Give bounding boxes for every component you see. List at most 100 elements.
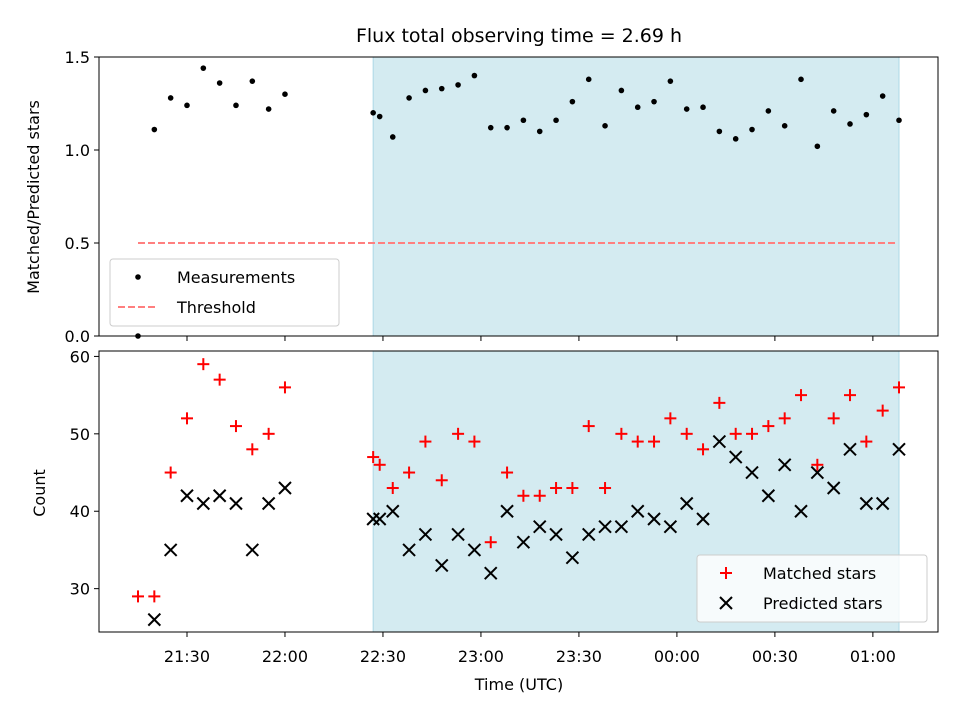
matched-stars-point: [419, 435, 432, 448]
matched-stars-point: [278, 381, 291, 394]
matched-stars-point: [468, 435, 481, 448]
measurement-point: [389, 134, 396, 140]
matched-stars-point: [403, 466, 416, 479]
bottom-y-tick-label: 50: [70, 425, 90, 444]
matched-stars-point: [648, 435, 661, 448]
legend-label-measurements: Measurements: [177, 268, 295, 287]
predicted-stars-point: [843, 442, 857, 457]
predicted-stars-point: [163, 543, 178, 557]
top-y-axis-label: Matched/Predicted stars: [24, 100, 43, 294]
measurement-point: [184, 102, 190, 109]
matched-stars-point: [533, 489, 546, 502]
predicted-stars-point: [614, 520, 629, 534]
predicted-stars-point: [565, 550, 580, 565]
bottom-panel-frame: [98, 350, 939, 633]
measurement-point: [585, 76, 592, 83]
predicted-stars-point: [859, 496, 874, 511]
predicted-stars-point: [261, 496, 276, 511]
matched-stars-point: [599, 482, 612, 495]
matched-stars-point: [452, 427, 465, 440]
top-panel-frame: [98, 56, 939, 337]
predicted-stars-point: [386, 504, 400, 518]
predicted-stars-point: [435, 558, 449, 573]
top-y-tick-label: 0.5: [65, 234, 90, 253]
matched-stars-point: [517, 489, 530, 502]
measurement-point: [487, 124, 494, 131]
measurement-point: [520, 117, 527, 124]
matched-stars-point: [550, 482, 563, 495]
measurement-point: [863, 111, 870, 118]
measurement-point: [265, 106, 272, 112]
measurement-point: [651, 98, 657, 105]
matched-stars-point: [566, 482, 579, 495]
matched-stars-point: [713, 396, 726, 409]
measurement-point: [376, 113, 383, 120]
matched-stars-point: [246, 443, 259, 456]
matched-stars-series: [132, 358, 905, 603]
matched-stars-point: [386, 482, 399, 495]
predicted-stars-point: [196, 496, 211, 511]
predicted-stars-point: [810, 465, 825, 480]
predicted-stars-legend-marker: [719, 596, 733, 610]
legend-label-predicted-stars: Predicted stars: [763, 594, 883, 613]
measurement-point: [781, 123, 788, 129]
matched-stars-point: [844, 389, 857, 402]
legend-label-matched-stars: Matched stars: [763, 564, 876, 583]
top-y-tick-label: 0.0: [65, 327, 90, 346]
matched-stars-point: [262, 427, 275, 440]
measurement-point: [455, 82, 461, 88]
predicted-stars-point: [875, 496, 890, 511]
observing-window-shade-top: [372, 56, 900, 337]
measurement-point: [438, 85, 445, 92]
matched-stars-point: [680, 427, 693, 440]
matched-stars-point: [197, 358, 210, 371]
measurement-point: [216, 80, 223, 86]
top-legend: Measurements Threshold: [109, 258, 340, 327]
matched-stars-point: [229, 420, 242, 433]
measurement-point: [814, 143, 821, 150]
measurement-point: [749, 126, 755, 133]
predicted-stars-point: [245, 543, 260, 557]
matched-stars-point: [435, 474, 448, 487]
predicted-stars-point: [366, 512, 380, 526]
predicted-stars-point: [516, 535, 531, 549]
predicted-stars-point: [712, 434, 727, 449]
measurement-point: [370, 110, 376, 116]
measurement-point: [200, 65, 207, 71]
matched-stars-point: [893, 381, 905, 394]
predicted-stars-point: [598, 520, 612, 534]
bottom-legend: Matched stars Predicted stars: [696, 554, 928, 623]
measurement-point: [765, 108, 772, 114]
matched-stars-point: [132, 590, 144, 603]
bottom-legend-box: [696, 554, 928, 623]
measurement-point: [504, 124, 510, 131]
matched-stars-point: [582, 420, 595, 433]
measurement-point: [151, 126, 158, 133]
top-x-ticks: [186, 336, 874, 341]
bottom-x-axis: 21:30 22:00 22:30 23:00 23:30 00:00 00:30 01:00: [164, 632, 896, 666]
predicted-stars-point: [582, 527, 596, 542]
measurement-point: [422, 87, 429, 94]
matched-stars-point: [778, 412, 791, 425]
measurement-point: [798, 76, 804, 83]
matched-stars-point: [762, 420, 775, 433]
predicted-stars-point: [777, 458, 792, 472]
predicted-stars-point: [826, 481, 841, 495]
measurement-point: [716, 128, 723, 135]
bottom-y-axis: 30 40 50 60: [70, 347, 99, 599]
measurement-point: [830, 108, 837, 114]
measurement-point: [406, 95, 412, 101]
measurement-point: [167, 95, 174, 101]
measurements-legend-marker: [135, 274, 141, 280]
matched-stars-point: [367, 451, 380, 464]
predicted-stars-point: [500, 504, 514, 518]
legend-label-threshold: Threshold: [176, 298, 256, 317]
x-tick-label: 22:00: [262, 647, 308, 666]
measurement-point: [233, 102, 239, 109]
measurement-point: [553, 117, 559, 124]
measurement-point: [249, 78, 256, 84]
measurement-point: [700, 104, 706, 111]
bottom-y-tick-label: 40: [70, 502, 90, 521]
matched-stars-point: [746, 427, 759, 440]
x-tick-label: 23:30: [556, 647, 602, 666]
